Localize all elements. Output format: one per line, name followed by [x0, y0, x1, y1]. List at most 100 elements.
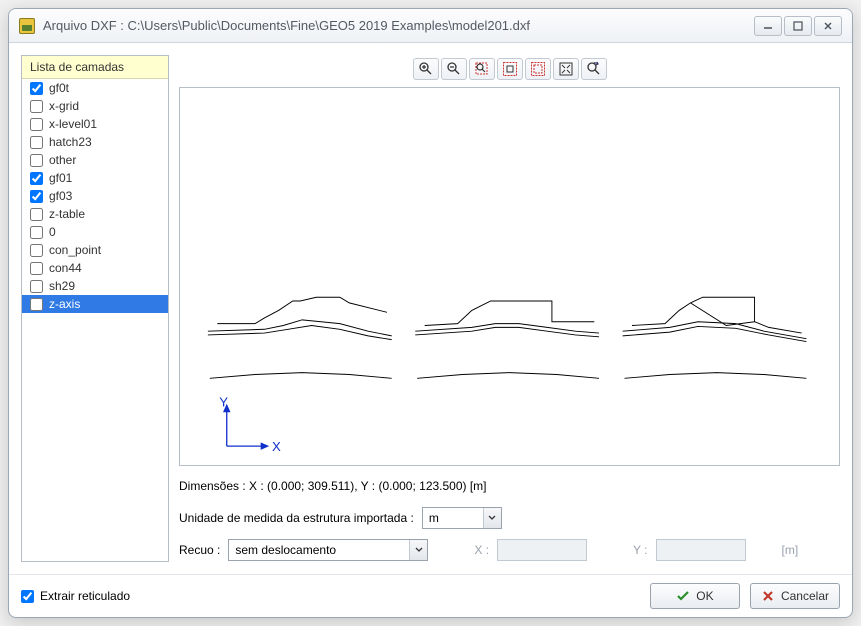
maximize-button[interactable]	[784, 16, 812, 36]
layer-item[interactable]: gf0t	[22, 79, 168, 97]
zoom-window-button[interactable]	[469, 58, 495, 80]
maximize-icon	[792, 20, 804, 32]
ok-button[interactable]: OK	[650, 583, 740, 609]
layer-item[interactable]: z-table	[22, 205, 168, 223]
layer-item[interactable]: gf03	[22, 187, 168, 205]
zoom-fit-button[interactable]	[553, 58, 579, 80]
terrain-profile	[415, 301, 599, 378]
zoom-in-button[interactable]	[413, 58, 439, 80]
layer-label: hatch23	[49, 135, 92, 149]
zoom-previous-icon	[586, 61, 602, 77]
right-panel: YX Dimensões : X : (0.000; 309.511), Y :…	[179, 55, 840, 562]
layer-label: 0	[49, 225, 56, 239]
layer-label: sh29	[49, 279, 75, 293]
layer-label: con_point	[49, 243, 101, 257]
drawing-canvas[interactable]: YX	[179, 87, 840, 466]
layer-label: x-grid	[49, 99, 79, 113]
svg-text:Y: Y	[219, 395, 228, 410]
svg-text:X: X	[272, 439, 281, 454]
layer-label: gf01	[49, 171, 72, 185]
layer-checkbox[interactable]	[30, 190, 43, 203]
check-icon	[676, 589, 690, 603]
zoom-in-icon	[418, 61, 434, 77]
layer-item[interactable]: con_point	[22, 241, 168, 259]
layer-item[interactable]: gf01	[22, 169, 168, 187]
dialog-body: Lista de camadas gf0t x-grid x-level01 hatc…	[9, 43, 852, 574]
layer-label: gf03	[49, 189, 72, 203]
layer-item[interactable]: sh29	[22, 277, 168, 295]
layer-checkbox[interactable]	[30, 118, 43, 131]
terrain-profile	[623, 297, 807, 378]
layer-label: con44	[49, 261, 82, 275]
extract-label[interactable]: Extrair reticulado	[40, 589, 130, 603]
chevron-down-icon	[409, 540, 427, 560]
layer-checkbox[interactable]	[30, 280, 43, 293]
layer-item[interactable]: con44	[22, 259, 168, 277]
zoom-selection-icon	[530, 61, 546, 77]
zoom-window-icon	[474, 61, 490, 77]
layer-label: z-table	[49, 207, 85, 221]
dimensions-text: Dimensões : X : (0.000; 309.511), Y : (0…	[179, 479, 487, 493]
layer-checkbox[interactable]	[30, 100, 43, 113]
layer-checkbox[interactable]	[30, 226, 43, 239]
offset-value: sem deslocamento	[229, 543, 409, 557]
layer-checkbox[interactable]	[30, 244, 43, 257]
layer-checkbox[interactable]	[30, 82, 43, 95]
app-icon	[19, 18, 35, 34]
cancel-label: Cancelar	[781, 589, 829, 603]
extract-checkbox[interactable]	[21, 590, 34, 603]
dialog-window: Arquivo DXF : C:\Users\Public\Documents\…	[8, 8, 853, 618]
zoom-extents-button[interactable]	[497, 58, 523, 80]
minimize-button[interactable]	[754, 16, 782, 36]
layer-label: z-axis	[49, 297, 80, 311]
zoom-selection-button[interactable]	[525, 58, 551, 80]
x-icon	[761, 589, 775, 603]
offset-select[interactable]: sem deslocamento	[228, 539, 428, 561]
layer-checkbox[interactable]	[30, 298, 43, 311]
zoom-fit-icon	[558, 61, 574, 77]
layers-panel: Lista de camadas gf0t x-grid x-level01 hatc…	[21, 55, 169, 562]
chevron-down-icon	[483, 508, 501, 528]
view-toolbar	[179, 55, 840, 83]
zoom-previous-button[interactable]	[581, 58, 607, 80]
layer-item[interactable]: z-axis	[22, 295, 168, 313]
layers-list[interactable]: gf0t x-grid x-level01 hatch23 other gf01 gf03 z…	[22, 79, 168, 561]
zoom-out-icon	[446, 61, 462, 77]
layer-item[interactable]: x-level01	[22, 115, 168, 133]
cancel-button[interactable]: Cancelar	[750, 583, 840, 609]
layer-checkbox[interactable]	[30, 208, 43, 221]
layers-header: Lista de camadas	[22, 56, 168, 79]
unit-value: m	[423, 511, 483, 525]
offset-y-label: Y :	[633, 543, 647, 557]
layer-checkbox[interactable]	[30, 262, 43, 275]
unit-select[interactable]: m	[422, 507, 502, 529]
layer-checkbox[interactable]	[30, 154, 43, 167]
layer-item[interactable]: hatch23	[22, 133, 168, 151]
dialog-footer: Extrair reticulado OK Cancelar	[9, 574, 852, 617]
close-button[interactable]	[814, 16, 842, 36]
titlebar[interactable]: Arquivo DXF : C:\Users\Public\Documents\…	[9, 9, 852, 43]
layer-checkbox[interactable]	[30, 136, 43, 149]
layer-checkbox[interactable]	[30, 172, 43, 185]
zoom-extents-icon	[502, 61, 518, 77]
zoom-out-button[interactable]	[441, 58, 467, 80]
layer-label: x-level01	[49, 117, 97, 131]
layer-label: other	[49, 153, 76, 167]
layer-item[interactable]: 0	[22, 223, 168, 241]
offset-y-input	[656, 539, 746, 561]
layer-item[interactable]: other	[22, 151, 168, 169]
offset-x-label: X :	[474, 543, 489, 557]
close-icon	[822, 20, 834, 32]
offset-label: Recuo :	[179, 543, 220, 557]
layer-item[interactable]: x-grid	[22, 97, 168, 115]
unit-label: Unidade de medida da estrutura importada…	[179, 511, 414, 525]
layer-label: gf0t	[49, 81, 69, 95]
info-panel: Dimensões : X : (0.000; 309.511), Y : (0…	[179, 474, 840, 562]
offset-unit-suffix: [m]	[782, 543, 799, 557]
terrain-profile	[208, 297, 392, 378]
offset-x-input	[497, 539, 587, 561]
axis-indicator: YX	[219, 395, 281, 454]
minimize-icon	[762, 20, 774, 32]
window-title: Arquivo DXF : C:\Users\Public\Documents\…	[43, 18, 752, 33]
ok-label: OK	[696, 589, 713, 603]
